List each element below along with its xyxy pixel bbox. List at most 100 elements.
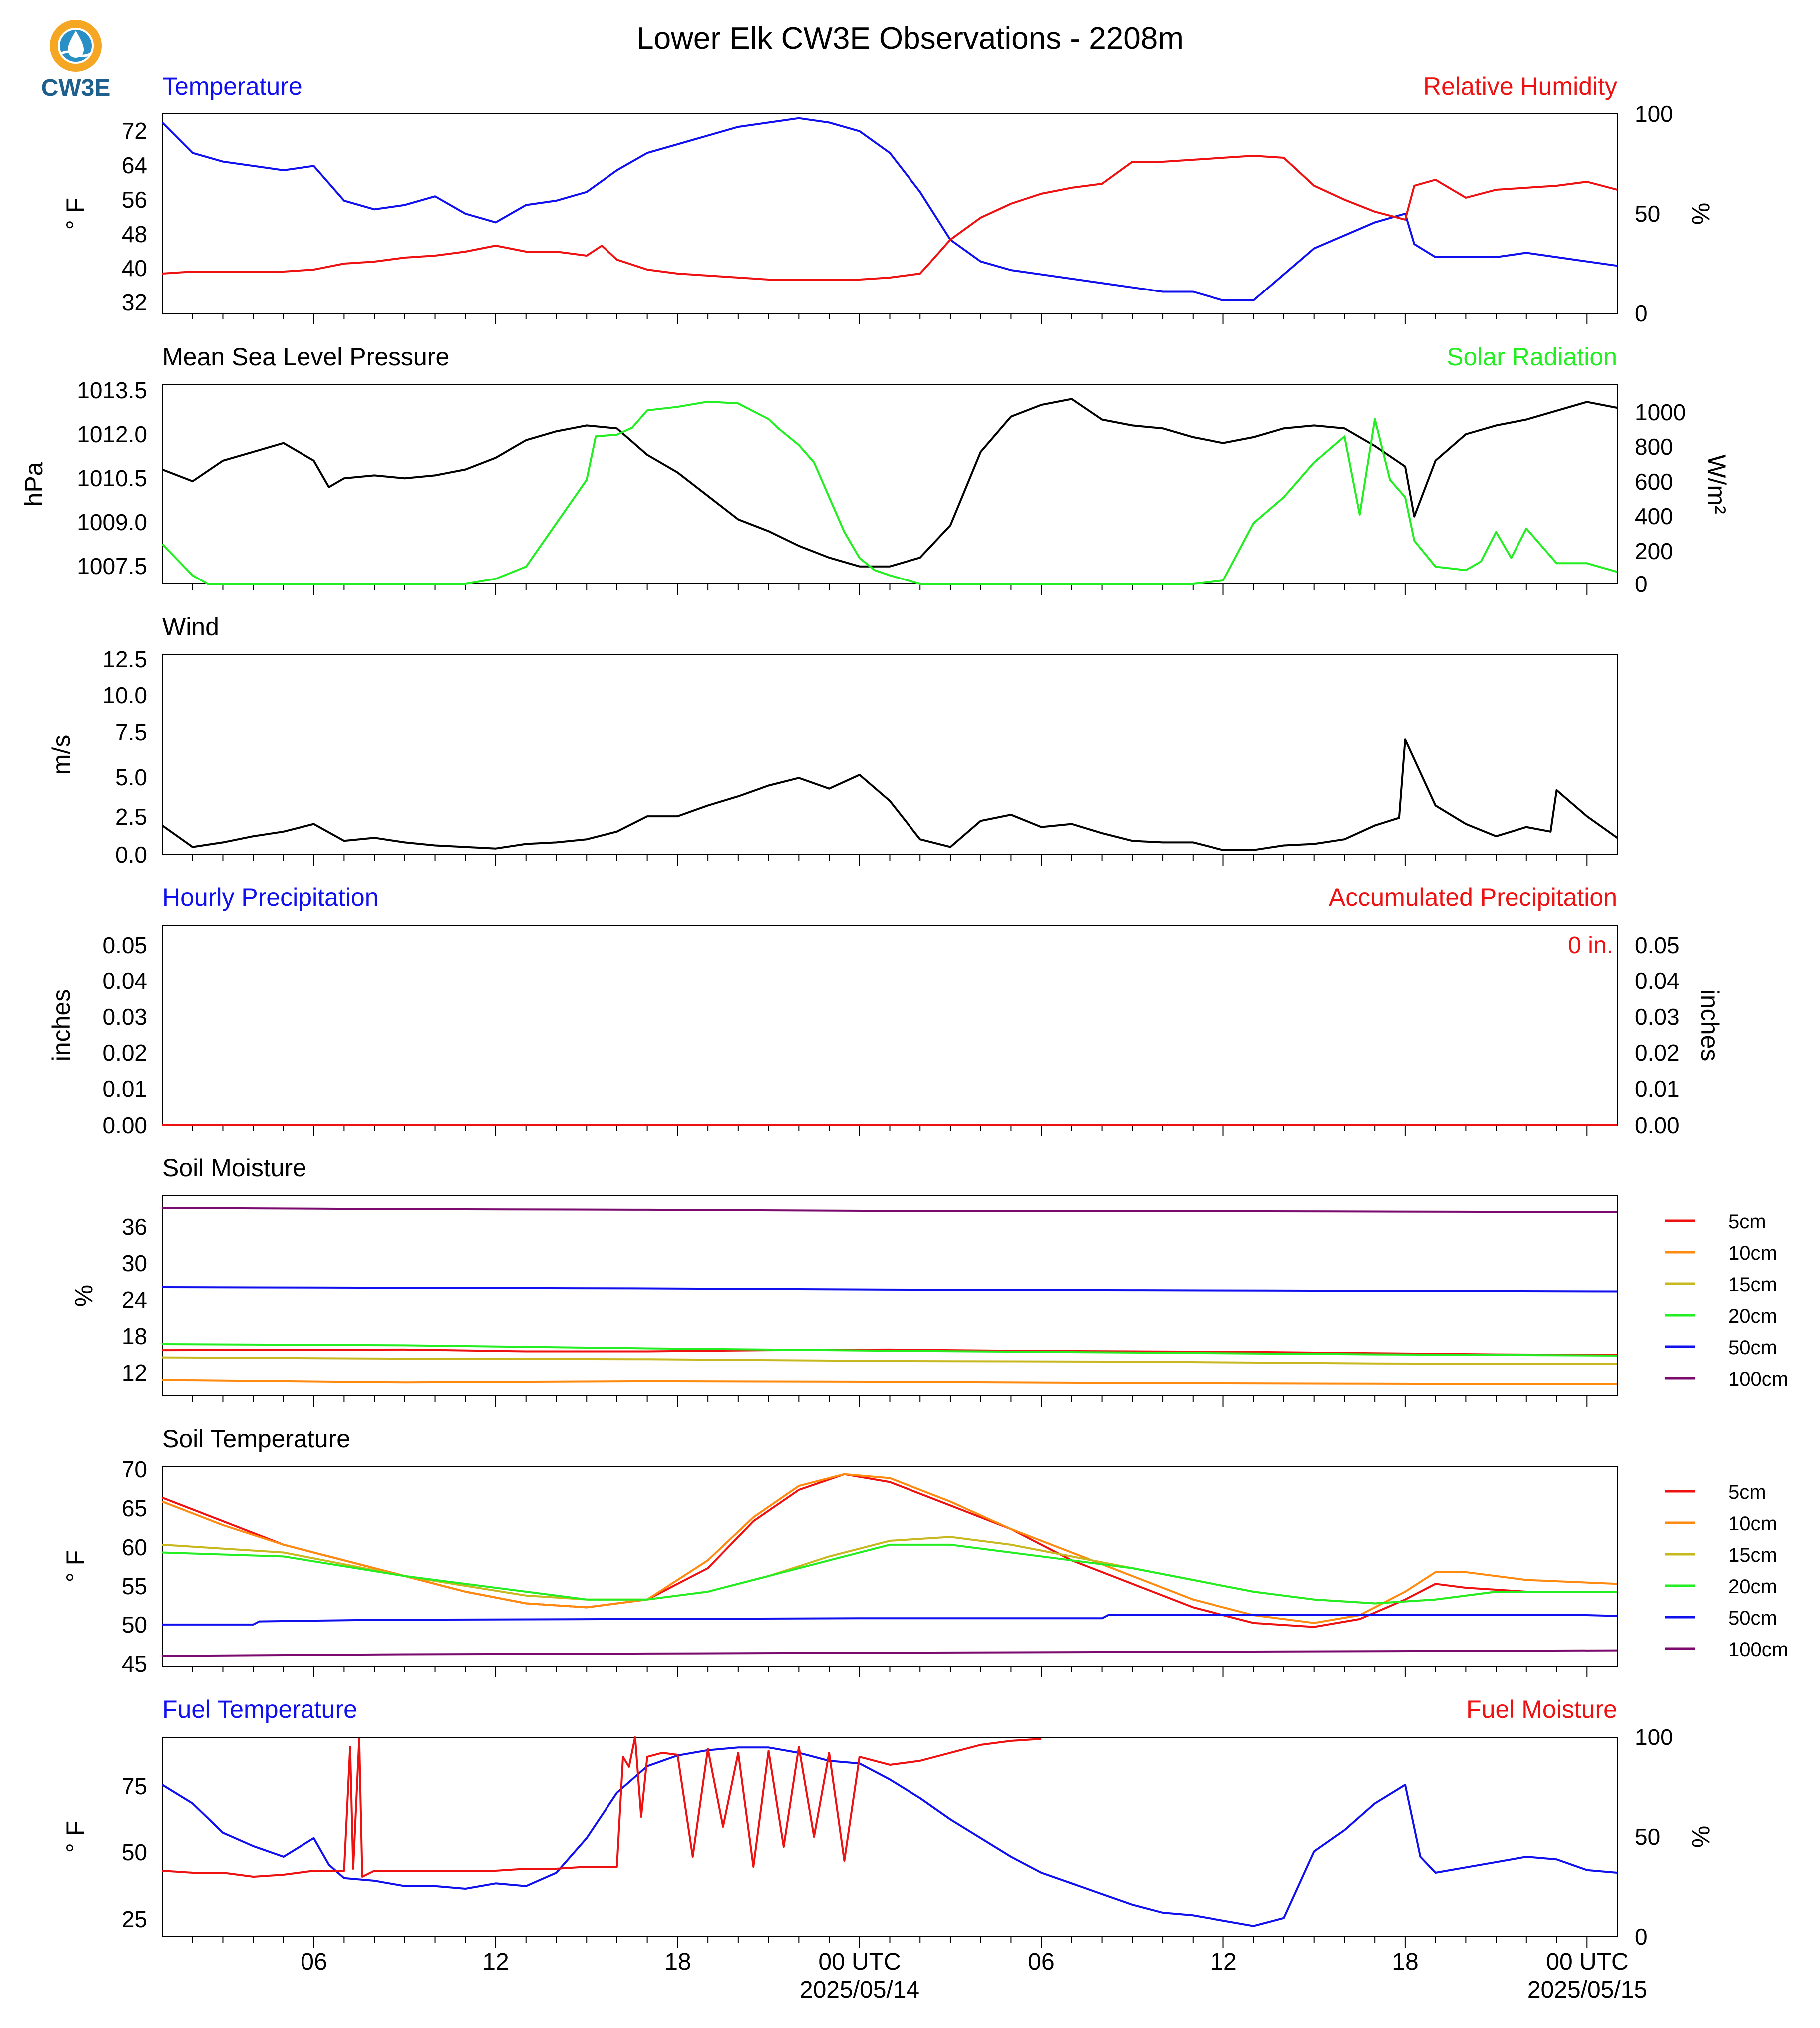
fuel-ytick-label: 50	[122, 1839, 147, 1865]
panel-temperature: Temperature Relative Humidity ° F % 72 6…	[61, 72, 1715, 326]
precip-ytick-label: 0.04	[102, 968, 147, 994]
legend-label: 100cm	[1728, 1368, 1788, 1390]
legend-label: 15cm	[1728, 1274, 1777, 1296]
soilt-100cm-line	[162, 1649, 1618, 1657]
fuel-plot-frame	[162, 1737, 1618, 1937]
temp-ytick-label: 32	[122, 290, 147, 315]
soilm-10cm-line	[162, 1379, 1618, 1385]
accum-ytick-label: 0.00	[1635, 1112, 1680, 1138]
solar-ytick-label: 200	[1635, 538, 1673, 564]
time-tick-label: 12	[1210, 1949, 1236, 1975]
pres-solar-radiation-line	[161, 400, 1618, 585]
wind-ytick-label: 7.5	[115, 719, 147, 745]
wind-ytick-label: 2.5	[115, 804, 147, 830]
time-tick-label: 18	[664, 1949, 691, 1975]
solar-ytick-label: 1000	[1635, 399, 1686, 425]
precip-ytick-label: 0.03	[102, 1004, 147, 1030]
soil-moisture-legend: 5cm 10cm 15cm 20cm 50cm 100cm	[1665, 1211, 1788, 1390]
legend-label: 20cm	[1728, 1576, 1777, 1598]
time-tick-label: 06	[1028, 1949, 1054, 1975]
pressure-title: Mean Sea Level Pressure	[162, 343, 449, 371]
solar-ytick-label: 800	[1635, 434, 1673, 460]
fuel-ytick-label: 75	[122, 1773, 147, 1799]
wind-ytick-label: 5.0	[115, 764, 147, 790]
date-label: 2025/05/15	[1527, 1977, 1647, 2003]
legend-label: 15cm	[1728, 1544, 1777, 1566]
time-tick-label: 00 UTC	[1546, 1949, 1628, 1975]
accum-precip-title: Accumulated Precipitation	[1329, 883, 1617, 911]
soilt-5cm-line	[162, 1473, 1617, 1628]
temperature-title: Temperature	[162, 72, 303, 100]
pressure-ytick-label: 1012.0	[77, 421, 147, 447]
panel-fuel: Fuel Temperature Fuel Moisture ° F % 75 …	[61, 1695, 1715, 1950]
soil-temp-ylabel: ° F	[61, 1550, 89, 1582]
rh-ytick-label: 0	[1635, 300, 1648, 326]
wind-ylabel: m/s	[47, 735, 75, 775]
legend-label: 10cm	[1728, 1242, 1777, 1264]
rh-ytick-label: 100	[1635, 101, 1673, 127]
wind-title: Wind	[162, 613, 219, 641]
legend-label: 10cm	[1728, 1513, 1777, 1535]
temp-ytick-label: 64	[122, 152, 147, 178]
fuel-moist-ytick-label: 50	[1635, 1824, 1660, 1850]
pressure-ytick-label: 1010.5	[77, 465, 147, 491]
panel-soil-temperature: Soil Temperature ° F 70 65 60 55 50 45	[61, 1425, 1618, 1677]
wind-plot-frame	[162, 654, 1618, 855]
soilt-ytick-label: 50	[122, 1612, 147, 1638]
soilm-ytick-label: 36	[122, 1214, 147, 1240]
precip-ytick-label: 0.01	[102, 1076, 147, 1102]
fuel-ytick-label: 25	[122, 1906, 147, 1932]
soilt-10cm-line	[162, 1473, 1618, 1624]
fuel-temp-ylabel: ° F	[61, 1821, 89, 1853]
soilm-15cm-line	[162, 1356, 1618, 1365]
soilt-ytick-label: 70	[122, 1456, 147, 1482]
wave-icon	[60, 50, 92, 57]
wind-wind-line	[161, 738, 1618, 851]
temp-ytick-label: 72	[122, 118, 147, 144]
soil-moisture-plot-frame	[162, 1195, 1618, 1396]
soilm-5cm-line	[162, 1348, 1618, 1356]
soilm-100cm-line	[162, 1207, 1618, 1213]
soilm-50cm-line	[162, 1286, 1618, 1293]
temp-ytick-label: 56	[122, 187, 147, 213]
legend-label: 5cm	[1728, 1481, 1766, 1503]
temp-relative-humidity-line	[162, 155, 1618, 281]
soilm-ytick-label: 24	[122, 1287, 147, 1313]
legend-label: 50cm	[1728, 1337, 1777, 1359]
soil-moisture-title: Soil Moisture	[162, 1154, 306, 1182]
soilt-20cm-line	[162, 1543, 1617, 1605]
panel-precipitation: Hourly Precipitation Accumulated Precipi…	[47, 883, 1724, 1138]
accum-ytick-label: 0.04	[1635, 968, 1680, 994]
time-axis: 06 12 18 00 UTC 06 12 18 00 UTC 2025/05/…	[301, 1949, 1647, 2003]
precip-ytick-label: 0.00	[102, 1112, 147, 1138]
time-tick-label: 00 UTC	[818, 1949, 901, 1975]
temperature-plot-frame	[162, 113, 1618, 314]
solar-ylabel: W/m²	[1703, 454, 1731, 514]
date-label: 2025/05/14	[800, 1977, 919, 2003]
solar-ytick-label: 600	[1635, 469, 1673, 495]
soil-temp-legend: 5cm 10cm 15cm 20cm 50cm 100cm	[1665, 1481, 1788, 1661]
time-tick-label: 18	[1392, 1949, 1418, 1975]
pressure-plot-frame	[162, 384, 1618, 584]
legend-label: 20cm	[1728, 1305, 1777, 1327]
accum-ytick-label: 0.05	[1635, 932, 1680, 958]
chart-marks	[161, 117, 1618, 1948]
temp-ytick-label: 40	[122, 255, 147, 281]
legend-label: 5cm	[1728, 1211, 1766, 1233]
soil-temp-title: Soil Temperature	[162, 1425, 350, 1452]
soilm-20cm-line	[162, 1343, 1618, 1357]
accum-ytick-label: 0.02	[1635, 1040, 1680, 1066]
pressure-ytick-label: 1013.5	[77, 377, 147, 403]
soilt-ytick-label: 65	[122, 1495, 147, 1521]
humidity-ylabel: %	[1687, 203, 1715, 225]
temp-ytick-label: 48	[122, 221, 147, 247]
fuel-moisture-ylabel: %	[1687, 1826, 1715, 1848]
panel-soil-moisture: Soil Moisture % 36 30 24 18 12	[70, 1154, 1618, 1396]
soilt-ytick-label: 55	[122, 1573, 147, 1599]
hourly-precip-title: Hourly Precipitation	[162, 883, 379, 911]
precip-ytick-label: 0.02	[102, 1040, 147, 1066]
time-tick-label: 06	[301, 1949, 327, 1975]
soil-moisture-ylabel: %	[70, 1285, 98, 1307]
logo-ring-icon	[50, 20, 102, 72]
